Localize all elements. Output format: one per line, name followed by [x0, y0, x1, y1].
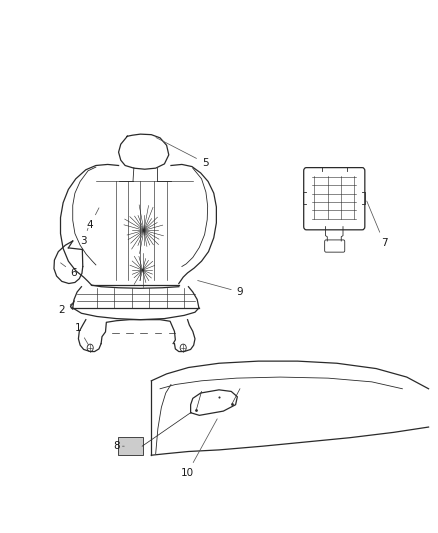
FancyBboxPatch shape — [118, 437, 144, 455]
Text: 10: 10 — [181, 419, 217, 478]
Text: 8: 8 — [113, 441, 124, 451]
Circle shape — [180, 344, 186, 352]
Circle shape — [87, 344, 93, 352]
Text: 4: 4 — [87, 208, 99, 230]
Text: 2: 2 — [59, 304, 72, 315]
Text: 3: 3 — [80, 228, 88, 246]
Text: 7: 7 — [367, 201, 387, 247]
FancyBboxPatch shape — [304, 167, 365, 230]
Text: 5: 5 — [156, 138, 208, 168]
Text: 6: 6 — [60, 263, 78, 278]
Text: 1: 1 — [75, 322, 89, 345]
Text: 9: 9 — [198, 280, 243, 297]
FancyBboxPatch shape — [325, 240, 345, 252]
